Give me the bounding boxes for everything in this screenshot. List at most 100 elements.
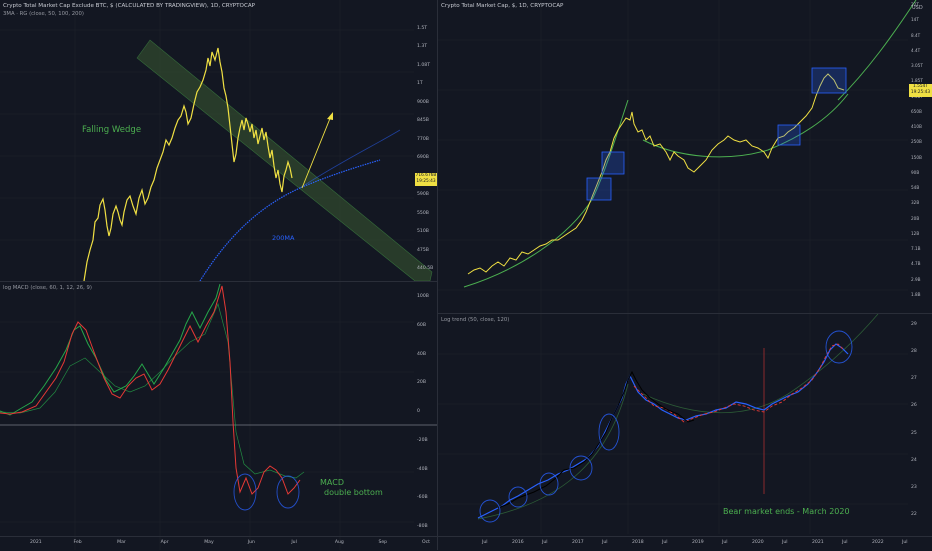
x-tick-label: 2020 — [752, 540, 764, 545]
x-tick-label: Jul — [842, 540, 848, 545]
macd-header: log MACD (close, 60, 1, 12, 26, 9) — [3, 285, 92, 291]
x-tick-label: Sep — [378, 540, 388, 545]
y-tick-label: 440.5B — [417, 266, 434, 271]
bl-y-axis[interactable]: 100B 60B 40B 20B 0 -20B -40B -60B -80B — [414, 282, 437, 532]
y-tick-label: 27 — [911, 376, 917, 382]
pattern-box-3 — [777, 124, 801, 146]
y-tick-label: 1.5T — [417, 26, 428, 31]
x-tick-label: 2021 — [812, 540, 824, 545]
y-tick-label: 150B — [911, 154, 922, 160]
macd-label-line2: double bottom — [324, 488, 383, 497]
y-tick-label: 23 — [911, 484, 917, 490]
y-tick-label: 14T — [911, 17, 919, 23]
y-tick-label: 24 — [911, 457, 917, 463]
y-tick-label: 29 — [911, 322, 917, 327]
y-tick-label: 1.85T — [911, 78, 923, 84]
ma-200-line — [199, 159, 381, 281]
y-tick-label: 770B — [417, 136, 429, 142]
y-tick-label: 590B — [417, 192, 429, 198]
pattern-box-2 — [601, 151, 625, 175]
y-tick-label: 2.9B — [911, 276, 921, 282]
tr-y-axis[interactable]: 22T14T8.4T4.4T3.05T1.85T1.08T650B410B250… — [908, 0, 932, 313]
br-y-axis[interactable]: 29 28 27 26 25 24 23 22 — [908, 314, 932, 550]
y-tick-label: 20B — [911, 215, 920, 221]
macd-line-red — [0, 285, 301, 495]
right-horizontal-divider[interactable] — [438, 313, 932, 314]
falling-wedge-label: Falling Wedge — [82, 125, 141, 135]
y-tick-label: 1T — [417, 81, 423, 87]
macd-pane[interactable]: MACD double bottom log MACD (close, 60, … — [0, 282, 437, 550]
y-tick-label: 1.08T — [417, 62, 431, 68]
x-tick-label: 2016 — [512, 540, 524, 545]
y-tick-label: 100B — [417, 294, 429, 299]
macd-label-line1: MACD — [320, 478, 344, 487]
tl-price-value: 716.676B — [415, 173, 437, 178]
y-tick-label: 4.4T — [911, 47, 921, 53]
y-tick-label: 900B — [417, 99, 429, 105]
vertical-divider[interactable] — [437, 0, 438, 550]
y-tick-label: -80B — [417, 524, 428, 529]
total-cap-line — [467, 73, 845, 275]
macd-chart-svg: MACD double bottom — [0, 282, 437, 550]
y-tick-label: 54B — [911, 185, 920, 191]
breakout-arrow-line — [301, 115, 332, 189]
x-tick-label: Oct — [422, 540, 430, 545]
log-trend-svg: Bear market ends - March 2020 — [438, 314, 908, 534]
total-market-cap-pane[interactable]: Crypto Total Market Cap, $, 1D, CRYPTOCA… — [438, 0, 932, 313]
log-trend-pane[interactable]: Bear market ends - March 2020 Log trend … — [438, 314, 932, 550]
left-x-axis[interactable]: 2021 Feb Mar Apr May Jun Jul Aug Sep Oct — [0, 536, 437, 551]
x-tick-label: Aug — [334, 540, 344, 545]
tl-y-axis[interactable]: 1.5T1.3T1.08T1T900B845B770B690B650B590B5… — [414, 0, 437, 281]
tr-currency-label: USD — [912, 5, 923, 11]
y-tick-label: 8.4T — [911, 32, 921, 38]
altcoin-chart-svg: Falling Wedge 200MA — [0, 0, 433, 281]
y-tick-label: 1.3T — [417, 44, 428, 50]
grid — [438, 314, 908, 534]
tl-price-badge-box: 716.676B 19:25:43 — [415, 173, 437, 186]
y-tick-label: 25 — [911, 430, 917, 436]
trend-line-red — [633, 343, 845, 423]
falling-wedge — [136, 39, 433, 281]
y-tick-label: 28 — [911, 349, 917, 355]
cycle-circle-1 — [479, 499, 501, 523]
ma-200-label: 200MA — [272, 234, 295, 242]
tr-price-badge-box: 1.554T 19:25:43 — [909, 84, 932, 97]
right-x-axis[interactable]: Jul 2016 Jul 2017 Jul 2018 Jul 2019 Jul 2020 Jul 20… — [438, 536, 932, 551]
x-tick-label: Mar — [117, 540, 126, 545]
cycle-circle-4 — [569, 455, 593, 481]
altcoin-market-cap-pane[interactable]: Falling Wedge 200MA Crypto Total Market … — [0, 0, 437, 281]
x-tick-label: 2022 — [872, 540, 884, 545]
log-growth-curve-bottom — [642, 93, 849, 158]
ma-200-extension — [299, 129, 401, 189]
left-horizontal-divider[interactable] — [0, 281, 437, 282]
y-tick-label: 4.7B — [911, 261, 921, 267]
double-bottom-circle-1 — [233, 473, 257, 511]
x-tick-label: Jul — [542, 540, 548, 545]
trend-curve — [477, 314, 879, 520]
x-tick-label: Feb — [73, 540, 82, 545]
total-chart-svg — [438, 0, 917, 313]
cycle-circle-2 — [508, 486, 528, 508]
x-tick-label: Jul — [662, 540, 668, 545]
log-trend-header: Log trend (50, close, 120) — [441, 317, 510, 323]
pattern-box-1 — [586, 177, 612, 201]
tl-price-time: 19:25:43 — [416, 179, 436, 184]
x-tick-label: Jul — [482, 540, 488, 545]
y-tick-label: 410B — [911, 124, 922, 130]
pattern-box-4 — [811, 67, 847, 94]
y-tick-label: 0 — [417, 409, 420, 414]
y-tick-label: 510B — [417, 229, 429, 235]
x-tick-label: 2017 — [572, 540, 584, 545]
y-tick-label: 60B — [417, 322, 426, 328]
y-tick-label: 1.8B — [911, 292, 921, 297]
y-tick-label: 475B — [417, 247, 429, 253]
y-tick-label: 22 — [911, 512, 917, 517]
altcoin-price-line — [83, 47, 293, 281]
y-tick-label: 20B — [417, 380, 426, 386]
x-tick-label: 2019 — [692, 540, 704, 545]
x-tick-label: May — [204, 540, 214, 545]
x-tick-label: Jul — [782, 540, 788, 545]
y-tick-label: 3.05T — [911, 63, 923, 69]
y-tick-label: 90B — [911, 169, 920, 175]
y-tick-label: 32B — [911, 200, 920, 206]
